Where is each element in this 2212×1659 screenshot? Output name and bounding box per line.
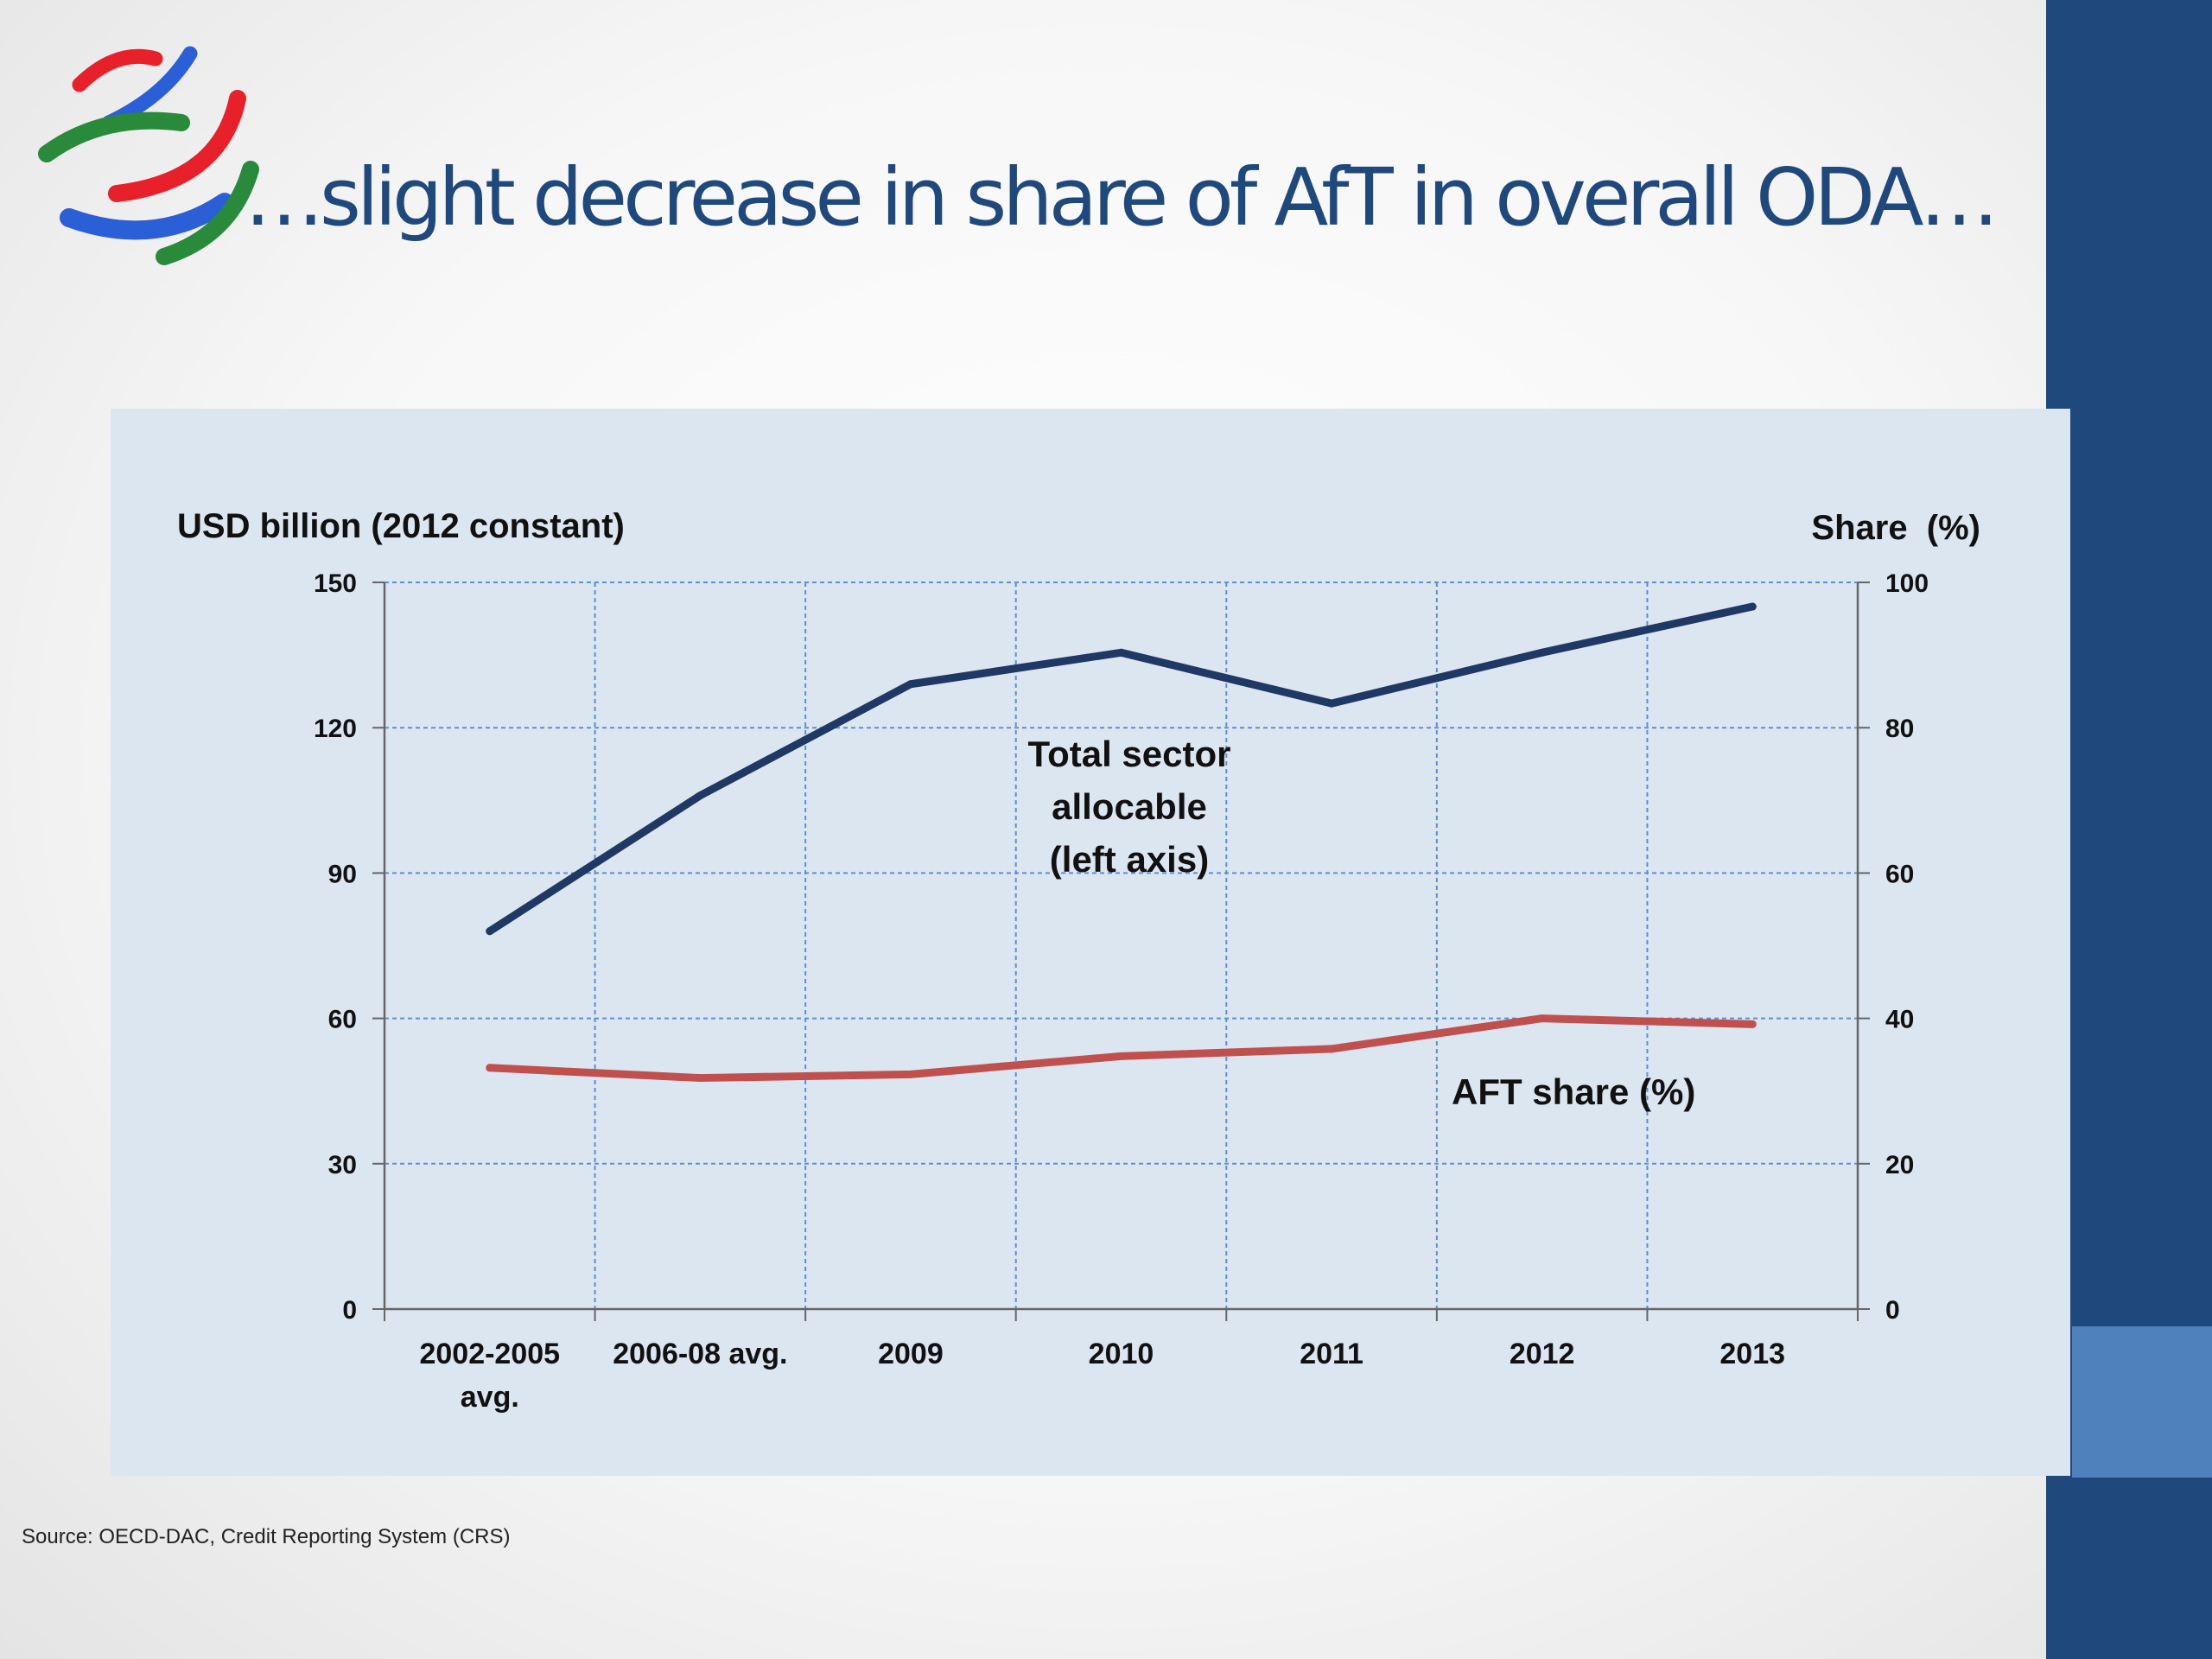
- left-tick-label: 60: [328, 1006, 357, 1034]
- aft-share-point: [906, 1070, 915, 1078]
- total-sector-point: [1748, 602, 1757, 611]
- logo-green-arc-large: [156, 161, 259, 265]
- logo-blue-arc-large: [60, 193, 234, 240]
- right-tick-label: 80: [1885, 715, 1914, 743]
- x-tick-label: 2010: [1089, 1338, 1154, 1370]
- aft-share-line: [486, 1014, 1757, 1083]
- total-sector-point: [1538, 648, 1547, 657]
- x-tick-label: 2002-2005 avg.: [419, 1338, 560, 1414]
- chart-labels: USD billion (2012 constant) Share (%): [177, 507, 1980, 547]
- right-tick-label: 40: [1885, 1006, 1914, 1034]
- total-sector-point: [486, 927, 494, 936]
- x-tick-label: 2006-08 avg.: [613, 1338, 787, 1370]
- total-sector-point: [906, 680, 915, 689]
- right-tick-label: 60: [1885, 860, 1914, 888]
- chart-panel: [111, 409, 2070, 1476]
- right-tick-label: 0: [1885, 1296, 1900, 1325]
- total-sector-point: [1117, 648, 1125, 657]
- aft-share-point: [1327, 1045, 1336, 1053]
- logo-red-arc-small: [72, 48, 163, 92]
- aft-share-point: [1748, 1020, 1757, 1028]
- right-tick-label: 100: [1885, 569, 1929, 598]
- aft-share-point: [486, 1064, 494, 1072]
- logo-red-arc-large: [108, 90, 246, 202]
- right-tick-label: 20: [1885, 1151, 1914, 1179]
- right-axis-label: Share (%): [1811, 509, 1980, 547]
- axes: 0 30 60 90 120 150 0 20 40 60 80 100 2002-2005 avg. 20…: [314, 569, 1929, 1414]
- aft-share-point: [1117, 1052, 1125, 1060]
- x-tick-label: 2013: [1719, 1338, 1785, 1370]
- source-note: Source: OECD-DAC, Credit Reporting Syste…: [22, 1525, 511, 1548]
- annotations: Total sector allocable (left axis) AFT shar…: [1028, 734, 1696, 1112]
- total-sector-annotation: Total sector allocable (left axis): [1028, 734, 1231, 880]
- total-sector-point: [696, 791, 704, 800]
- left-tick-label: 120: [314, 715, 357, 743]
- x-tick-label: 2009: [878, 1338, 944, 1370]
- x-tick-label: 2012: [1510, 1338, 1575, 1370]
- slide-title: …slight decrease in share of AfT in over…: [245, 151, 1999, 244]
- logo-green-arc: [38, 111, 190, 162]
- series-lines: [486, 602, 1757, 1083]
- left-axis-label: USD billion (2012 constant): [177, 507, 625, 545]
- x-tick-label: 2011: [1300, 1338, 1363, 1370]
- aft-share-point: [1538, 1014, 1547, 1023]
- aft-share-point: [696, 1074, 704, 1083]
- left-tick-label: 0: [342, 1296, 357, 1325]
- gridlines: [385, 582, 1858, 1309]
- left-tick-label: 150: [314, 569, 357, 598]
- left-tick-label: 30: [328, 1151, 357, 1179]
- wto-logo-icon: [38, 46, 259, 265]
- left-tick-label: 90: [328, 860, 357, 888]
- total-sector-point: [1327, 699, 1336, 708]
- aft-share-annotation: AFT share (%): [1452, 1071, 1695, 1112]
- side-bar-accent: [2072, 1326, 2212, 1478]
